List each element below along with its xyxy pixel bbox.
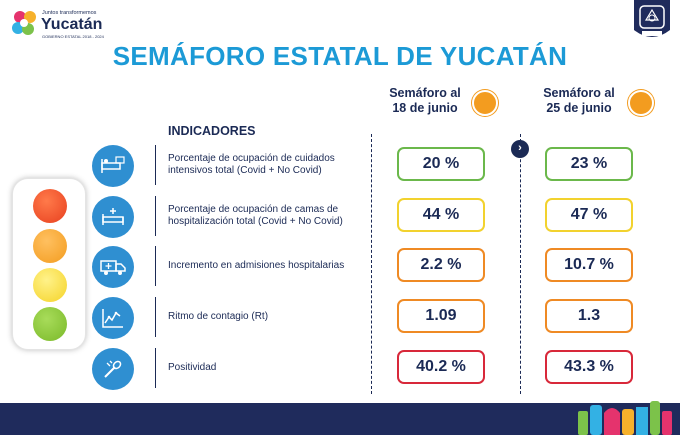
traffic-light [12, 178, 86, 350]
column-divider [371, 134, 372, 394]
value-june-25: 47 % [545, 198, 633, 232]
footer-decorative-shapes [578, 401, 672, 435]
traffic-light-bulb-green [33, 307, 67, 341]
column-header-line1: Semáforo al [543, 86, 615, 100]
ambulance-icon [92, 246, 134, 288]
logo-subtitle: GOBIERNO ESTATAL 2018 - 2024 [42, 34, 104, 39]
value-june-25: 23 % [545, 147, 633, 181]
indicator-label: Porcentaje de ocupación de cuidados inte… [168, 153, 335, 176]
icu-bed-icon [92, 145, 134, 187]
yucatan-government-logo: Juntos transformemos Yucatán GOBIERNO ES… [10, 8, 120, 44]
indicator-label: Positividad [168, 362, 217, 373]
indicator-row: Ritmo de contagio (Rt) 1.09 1.3 [0, 297, 680, 345]
logo-tagline: Juntos transformemos [42, 10, 97, 16]
column-header-june-25: Semáforo al 25 de junio [524, 86, 634, 116]
value-june-18: 1.09 [397, 299, 485, 333]
value-june-25: 10.7 % [545, 248, 633, 282]
trend-chart-icon [92, 297, 134, 339]
logo-mark-icon [12, 11, 36, 35]
traffic-light-bulb-orange [33, 229, 67, 263]
semaforo-color-dot-june-18 [472, 90, 498, 116]
indicator-label: Incremento en admisiones hospitalarias [168, 260, 345, 271]
yucatan-shield-icon [634, 0, 670, 37]
row-separator [155, 246, 156, 286]
column-divider [520, 134, 521, 394]
row-separator [155, 196, 156, 236]
column-header-june-18: Semáforo al 18 de junio [370, 86, 480, 116]
logo-name: Yucatán [41, 16, 103, 33]
value-june-18: 2.2 % [397, 248, 485, 282]
semaforo-color-dot-june-25 [628, 90, 654, 116]
indicator-label: Ritmo de contagio (Rt) [168, 311, 269, 322]
indicator-row: Positividad 40.2 % 43.3 % [0, 348, 680, 396]
hospital-bed-icon [92, 196, 134, 238]
indicator-row: Porcentaje de ocupación de cuidados inte… [0, 145, 680, 193]
value-june-18: 20 % [397, 147, 485, 181]
indicator-row: Porcentaje de ocupación de camas de hosp… [0, 196, 680, 244]
test-swab-icon [92, 348, 134, 390]
chevron-right-icon: › [511, 140, 529, 158]
indicators-header: INDICADORES [168, 124, 256, 138]
value-june-25: 43.3 % [545, 350, 633, 384]
footer-bar [0, 403, 680, 435]
page-title: SEMÁFORO ESTATAL DE YUCATÁN [112, 41, 568, 71]
row-separator [155, 145, 156, 185]
column-header-line1: Semáforo al [389, 86, 461, 100]
indicator-label: Porcentaje de ocupación de camas de hosp… [168, 204, 343, 227]
value-june-25: 1.3 [545, 299, 633, 333]
traffic-light-bulb-yellow [33, 268, 67, 302]
value-june-18: 40.2 % [397, 350, 485, 384]
column-header-line2: 25 de junio [546, 101, 612, 115]
column-header-line2: 18 de junio [392, 101, 458, 115]
row-separator [155, 348, 156, 388]
row-separator [155, 297, 156, 337]
indicator-row: Incremento en admisiones hospitalarias 2… [0, 246, 680, 294]
traffic-light-bulb-red [33, 189, 67, 223]
value-june-18: 44 % [397, 198, 485, 232]
